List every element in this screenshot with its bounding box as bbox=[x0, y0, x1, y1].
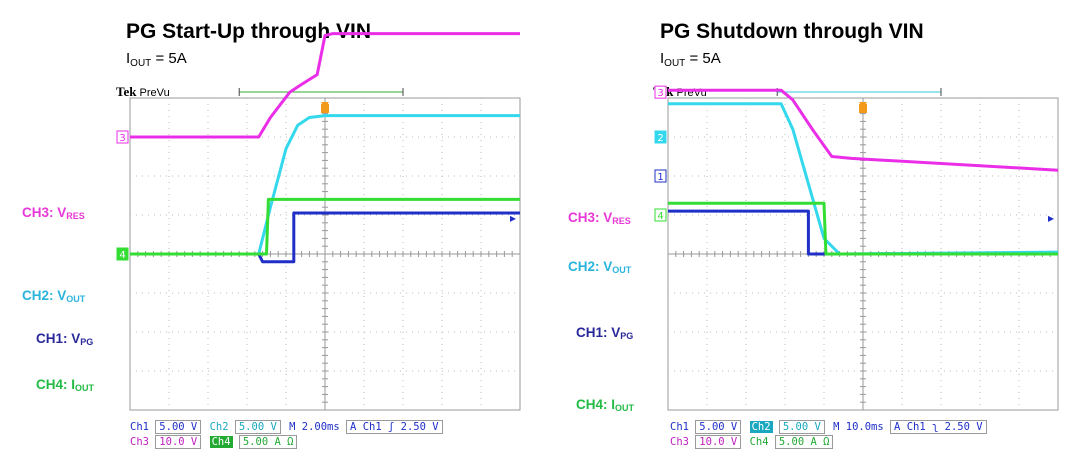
subtitle-sub: OUT bbox=[664, 58, 686, 69]
ch2-label-sub: OUT bbox=[66, 294, 86, 304]
trigger-level-icon bbox=[510, 215, 516, 222]
ch1-label: CH1: VPG bbox=[36, 331, 93, 347]
ch1-reference-marker bbox=[654, 169, 667, 183]
status-row-2: Ch3 10.0 V Ch4 5.00 A Ω bbox=[670, 435, 835, 449]
ch2-label: CH2: VOUT bbox=[568, 259, 631, 275]
ch1-label-sub: PG bbox=[620, 331, 634, 341]
ch3-label-main: CH3: V bbox=[568, 210, 613, 225]
trigger-position-icon bbox=[321, 104, 329, 113]
ch3-label-sub: RES bbox=[612, 216, 631, 226]
status-ch1: Ch1 bbox=[130, 421, 149, 433]
ch2-label-main: CH2: V bbox=[22, 288, 67, 303]
ch2-trace bbox=[130, 114, 520, 256]
startup-panel: PG Start-Up through VIN IOUT = 5A Tek Pr… bbox=[22, 20, 521, 449]
ch4-reference-marker bbox=[654, 208, 667, 222]
ch4-label-sub: OUT bbox=[615, 403, 635, 413]
trigger-position-icon bbox=[859, 104, 867, 113]
scope-display: 3 2 1 4 bbox=[654, 85, 1059, 411]
ch4-label-main: CH4: I bbox=[36, 377, 76, 392]
scope-header: Tek PreVu bbox=[116, 84, 170, 100]
ch4-reference-marker-label: 4 bbox=[119, 250, 125, 261]
chart-title: PG Shutdown through VIN bbox=[660, 20, 924, 43]
status-ch4-scale: 5.00 A Ω bbox=[238, 435, 298, 449]
subtitle-main: I bbox=[660, 50, 665, 67]
ch3-reference-marker bbox=[654, 85, 667, 99]
trigger-level-icon bbox=[1048, 215, 1054, 222]
status-row-1: Ch1 5.00 V Ch2 5.00 V M 10.0ms A Ch1 ʅ 2… bbox=[670, 420, 989, 434]
subtitle-rest: = 5A bbox=[685, 50, 721, 67]
ch2-reference-marker-label: 2 bbox=[657, 133, 663, 144]
ch2-label: CH2: VOUT bbox=[22, 288, 85, 304]
status-ch2: Ch2 bbox=[749, 421, 773, 433]
status-timebase: M 2.00ms bbox=[289, 421, 340, 433]
status-ch3-scale: 10.0 V bbox=[695, 435, 742, 449]
ch3-label: CH3: VRES bbox=[568, 210, 631, 226]
ch1-reference-marker-label: 1 bbox=[657, 172, 663, 183]
ch4-reference-marker-label: 4 bbox=[657, 211, 663, 222]
ch3-label-sub: RES bbox=[66, 211, 85, 221]
status-ch1-scale: 5.00 V bbox=[695, 420, 742, 434]
status-ch3: Ch3 bbox=[670, 436, 689, 448]
ch3-reference-marker-label: 3 bbox=[119, 133, 125, 144]
ch4-label-sub: OUT bbox=[75, 383, 95, 393]
ch1-label: CH1: VPG bbox=[576, 325, 633, 341]
ch4-reference-marker bbox=[116, 247, 129, 261]
ch4-trace bbox=[668, 201, 1058, 256]
chart-subtitle: IOUT = 5A bbox=[660, 50, 721, 69]
status-trigger-mode: A bbox=[350, 421, 357, 433]
subtitle-main: I bbox=[126, 50, 131, 67]
rising-edge-icon: ʃ bbox=[387, 421, 395, 433]
status-trigger-level: 2.50 V bbox=[944, 421, 983, 433]
status-ch2-scale: 5.00 V bbox=[234, 420, 281, 434]
subtitle-rest: = 5A bbox=[151, 50, 187, 67]
ch4-label-main: CH4: I bbox=[576, 397, 616, 412]
ch1-label-sub: PG bbox=[80, 337, 94, 347]
status-ch1: Ch1 bbox=[670, 421, 689, 433]
ch4-trace bbox=[130, 197, 520, 256]
status-row-2: Ch3 10.0 V Ch4 5.00 A Ω bbox=[130, 435, 299, 449]
status-ch4: Ch4 bbox=[749, 436, 769, 448]
brand-label: Tek bbox=[116, 84, 137, 99]
trigger-position-icon bbox=[321, 102, 329, 108]
chart-title: PG Start-Up through VIN bbox=[126, 20, 371, 43]
status-ch2-scale: 5.00 V bbox=[778, 420, 825, 434]
mode-label: PreVu bbox=[139, 87, 170, 99]
status-trigger-level: 2.50 V bbox=[400, 421, 439, 433]
ch3-trace bbox=[130, 32, 520, 139]
status-ch2: Ch2 bbox=[209, 421, 229, 433]
ch3-reference-marker bbox=[116, 130, 129, 144]
shutdown-panel: PG Shutdown through VIN IOUT = 5A Tek Pr… bbox=[540, 0, 1080, 473]
status-ch3-scale: 10.0 V bbox=[155, 435, 202, 449]
status-ch4-scale: 5.00 A Ω bbox=[774, 435, 834, 449]
ch1-label-main: CH1: V bbox=[36, 331, 81, 346]
status-trigger: A Ch1 ʅ 2.50 V bbox=[890, 420, 987, 434]
ch2-label-sub: OUT bbox=[612, 265, 632, 275]
status-trigger-source: Ch1 bbox=[906, 421, 926, 433]
status-trigger-source: Ch1 bbox=[362, 421, 382, 433]
ch3-reference-marker-label: 3 bbox=[657, 88, 663, 99]
status-ch3: Ch3 bbox=[130, 436, 149, 448]
status-trigger: A Ch1 ʃ 2.50 V bbox=[346, 420, 443, 434]
ch3-label-main: CH3: V bbox=[22, 205, 67, 220]
subtitle-sub: OUT bbox=[130, 58, 152, 69]
status-ch4: Ch4 bbox=[209, 436, 233, 448]
status-ch1-scale: 5.00 V bbox=[155, 420, 202, 434]
ch3-label: CH3: VRES bbox=[22, 205, 85, 221]
ch2-reference-marker bbox=[654, 130, 667, 144]
status-timebase: M 10.0ms bbox=[833, 421, 884, 433]
ch1-label-main: CH1: V bbox=[576, 325, 621, 340]
trigger-position-icon bbox=[859, 102, 867, 108]
ch4-label: CH4: IOUT bbox=[36, 377, 94, 393]
chart-subtitle: IOUT = 5A bbox=[126, 50, 187, 69]
ch3-trace bbox=[668, 88, 1059, 172]
ch4-label: CH4: IOUT bbox=[576, 397, 634, 413]
status-trigger-mode: A bbox=[894, 421, 901, 433]
status-row-1: Ch1 5.00 V Ch2 5.00 V M 2.00ms A Ch1 ʃ 2… bbox=[130, 420, 445, 434]
ch2-label-main: CH2: V bbox=[568, 259, 613, 274]
falling-edge-icon: ʅ bbox=[931, 421, 939, 433]
